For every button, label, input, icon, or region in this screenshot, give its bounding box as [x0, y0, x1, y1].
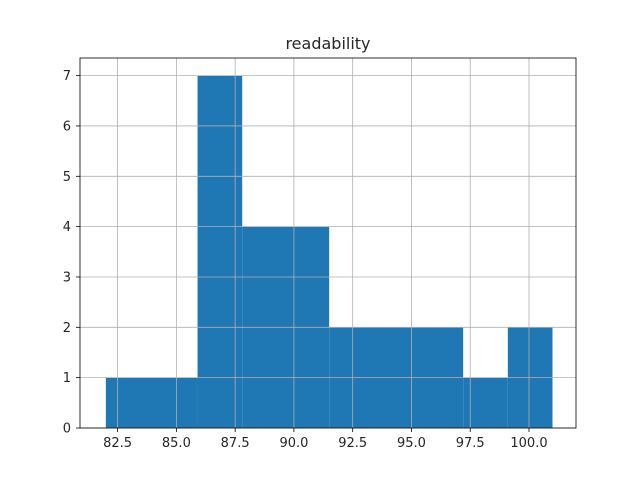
y-tick-label: 3 — [63, 270, 71, 285]
plot-frame — [79, 57, 577, 429]
x-tick-label: 82.5 — [103, 436, 132, 451]
y-tick-label: 7 — [63, 69, 71, 84]
axes — [79, 57, 577, 429]
x-tick-label: 90.0 — [279, 436, 308, 451]
y-tick-label: 5 — [63, 170, 71, 185]
x-tick-label: 95.0 — [397, 436, 426, 451]
y-tick-label: 6 — [63, 119, 71, 134]
histogram-bar-0 — [105, 377, 198, 428]
x-tick-label: 100.0 — [510, 436, 547, 451]
x-tick-label: 87.5 — [221, 436, 250, 451]
x-tick-label: 92.5 — [338, 436, 367, 451]
x-tick-label: 97.5 — [456, 436, 485, 451]
y-tick-label: 0 — [63, 422, 71, 437]
bars — [80, 58, 576, 429]
y-tick-label: 4 — [63, 220, 71, 235]
ticks: 82.5 85.0 87.5 90.0 92.5 95.0 97.5 100.0 0 1 2 3 4 5 6… — [63, 69, 548, 451]
chart-title: readability — [285, 34, 370, 53]
y-tick-label: 1 — [63, 371, 71, 386]
y-tick-label: 2 — [63, 321, 71, 336]
x-tick-label: 85.0 — [162, 436, 191, 451]
